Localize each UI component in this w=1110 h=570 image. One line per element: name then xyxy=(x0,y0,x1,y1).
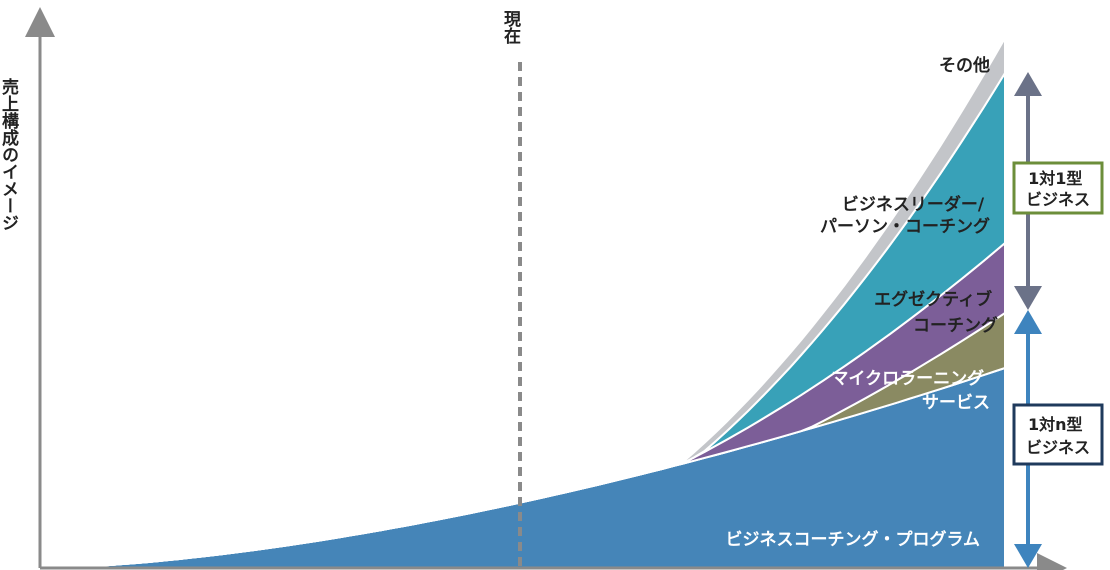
label-business-coaching-program: ビジネスコーチング・プログラム xyxy=(726,529,981,550)
y-axis-label: 売上構成のイメージ xyxy=(0,77,19,231)
label-business-leader-person-coaching: ビジネスリーダー/ パーソン・コーチング xyxy=(820,194,990,237)
group-box-one-to-one: 1対1型 ビジネス xyxy=(1012,161,1104,215)
svg-text:1対n型 ビジネス: 1対n型 ビジネス xyxy=(1026,415,1090,457)
area-bands xyxy=(39,34,1006,569)
label-other: その他 xyxy=(939,55,990,76)
now-marker-label: 現在 xyxy=(500,10,521,44)
label-microlearning-service: マイクロラーニング サービス xyxy=(831,368,990,413)
label-executive-coaching: エグゼクティブ コーチング xyxy=(874,289,998,336)
area-other xyxy=(39,34,1006,569)
group-box-one-to-n: 1対n型 ビジネス xyxy=(1012,403,1104,466)
svg-text:1対1型 ビジネス: 1対1型 ビジネス xyxy=(1026,169,1090,209)
